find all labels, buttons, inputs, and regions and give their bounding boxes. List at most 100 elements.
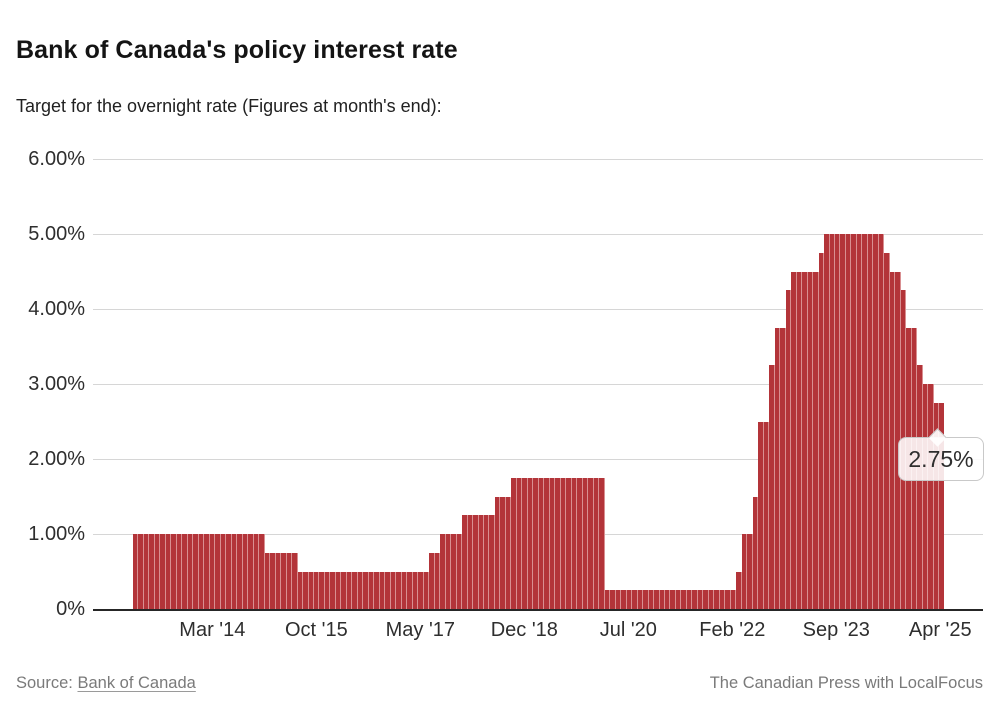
- bar[interactable]: [396, 571, 402, 609]
- bar[interactable]: [270, 552, 276, 609]
- bar[interactable]: [259, 534, 265, 609]
- bar[interactable]: [231, 534, 238, 609]
- bar[interactable]: [445, 534, 452, 609]
- bar[interactable]: [209, 534, 216, 609]
- bar[interactable]: [182, 534, 188, 609]
- bar[interactable]: [341, 571, 347, 609]
- bar[interactable]: [824, 234, 830, 609]
- source-link[interactable]: Bank of Canada: [77, 674, 196, 692]
- bar[interactable]: [313, 571, 320, 609]
- bar[interactable]: [248, 534, 254, 609]
- bar[interactable]: [368, 571, 375, 609]
- bar[interactable]: [621, 590, 627, 609]
- bar[interactable]: [467, 515, 474, 609]
- bar[interactable]: [242, 534, 249, 609]
- bar[interactable]: [527, 477, 534, 609]
- bar[interactable]: [763, 421, 770, 609]
- bar[interactable]: [511, 477, 517, 609]
- bar[interactable]: [867, 234, 874, 609]
- bar[interactable]: [560, 477, 567, 609]
- bar[interactable]: [675, 590, 682, 609]
- bar[interactable]: [346, 571, 353, 609]
- bar[interactable]: [303, 571, 309, 609]
- bar[interactable]: [588, 477, 594, 609]
- bar[interactable]: [171, 534, 177, 609]
- bar[interactable]: [889, 271, 896, 609]
- bar[interactable]: [681, 590, 687, 609]
- bar[interactable]: [357, 571, 364, 609]
- bar[interactable]: [714, 590, 720, 609]
- bar[interactable]: [478, 515, 484, 609]
- bar[interactable]: [939, 402, 944, 609]
- bar[interactable]: [204, 534, 210, 609]
- bar[interactable]: [807, 271, 814, 609]
- bar[interactable]: [352, 571, 358, 609]
- bar[interactable]: [226, 534, 232, 609]
- bar[interactable]: [610, 590, 616, 609]
- bar[interactable]: [862, 234, 868, 609]
- bar[interactable]: [308, 571, 314, 609]
- bar[interactable]: [215, 534, 221, 609]
- bar[interactable]: [473, 515, 479, 609]
- bar[interactable]: [418, 571, 424, 609]
- bar[interactable]: [851, 234, 857, 609]
- bar[interactable]: [813, 271, 819, 609]
- bar[interactable]: [549, 477, 556, 609]
- bar[interactable]: [297, 571, 304, 609]
- bar[interactable]: [500, 496, 506, 609]
- bar[interactable]: [544, 477, 550, 609]
- bar[interactable]: [281, 552, 287, 609]
- bar[interactable]: [632, 590, 638, 609]
- bar[interactable]: [626, 590, 633, 609]
- bar[interactable]: [324, 571, 331, 609]
- bar[interactable]: [878, 234, 885, 609]
- bar[interactable]: [198, 534, 205, 609]
- bar[interactable]: [856, 234, 863, 609]
- bar[interactable]: [484, 515, 490, 609]
- bar[interactable]: [429, 552, 435, 609]
- bar[interactable]: [193, 534, 199, 609]
- bar[interactable]: [785, 290, 792, 609]
- bar[interactable]: [176, 534, 183, 609]
- bar[interactable]: [187, 534, 194, 609]
- bar[interactable]: [390, 571, 397, 609]
- bar[interactable]: [703, 590, 709, 609]
- bar[interactable]: [654, 590, 660, 609]
- bar[interactable]: [237, 534, 243, 609]
- bar[interactable]: [643, 590, 649, 609]
- bar[interactable]: [133, 534, 139, 609]
- bar[interactable]: [796, 271, 803, 609]
- bar[interactable]: [933, 402, 940, 609]
- bar[interactable]: [138, 534, 144, 609]
- bar[interactable]: [637, 590, 644, 609]
- bar[interactable]: [522, 477, 528, 609]
- bar[interactable]: [494, 496, 501, 609]
- bar[interactable]: [725, 590, 731, 609]
- bar[interactable]: [330, 571, 336, 609]
- bar[interactable]: [686, 590, 693, 609]
- bar[interactable]: [730, 590, 737, 609]
- bar[interactable]: [407, 571, 413, 609]
- bar[interactable]: [165, 534, 172, 609]
- bar[interactable]: [769, 365, 775, 609]
- bar[interactable]: [670, 590, 676, 609]
- bar[interactable]: [835, 234, 841, 609]
- bar[interactable]: [829, 234, 835, 609]
- bar[interactable]: [780, 327, 786, 609]
- bar[interactable]: [440, 534, 446, 609]
- bar[interactable]: [615, 590, 622, 609]
- bar[interactable]: [149, 534, 155, 609]
- bar[interactable]: [555, 477, 561, 609]
- bar[interactable]: [659, 590, 665, 609]
- bar[interactable]: [489, 515, 495, 609]
- bar[interactable]: [599, 477, 605, 609]
- bar[interactable]: [412, 571, 419, 609]
- bar[interactable]: [884, 252, 890, 609]
- bar[interactable]: [736, 571, 742, 609]
- bar[interactable]: [582, 477, 589, 609]
- bar[interactable]: [160, 534, 166, 609]
- bar[interactable]: [791, 271, 797, 609]
- bar[interactable]: [401, 571, 408, 609]
- bar[interactable]: [154, 534, 161, 609]
- bar[interactable]: [818, 252, 825, 609]
